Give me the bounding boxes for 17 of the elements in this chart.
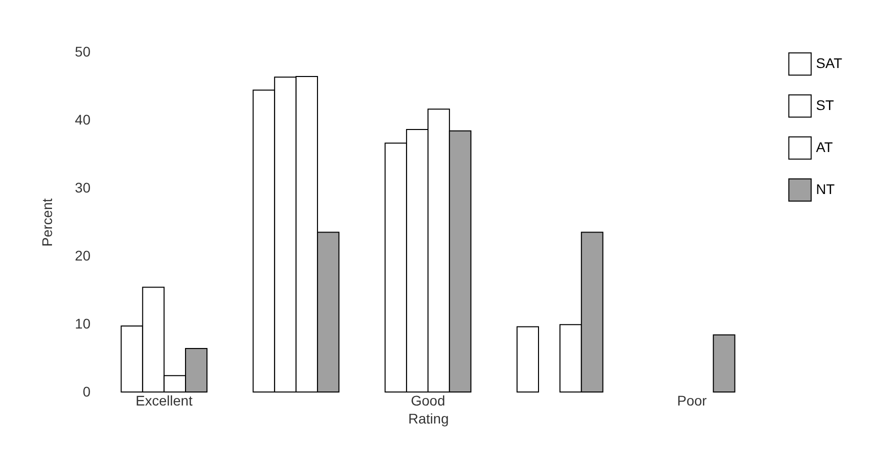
x-tick-label: Good <box>410 392 446 408</box>
legend-label: NT <box>816 181 836 197</box>
x-tick-label: Poor <box>677 392 708 408</box>
y-tick-label: 50 <box>74 44 91 60</box>
y-tick-label: 30 <box>74 180 91 196</box>
y-axis-title: Percent <box>38 198 55 247</box>
y-tick-label: 20 <box>74 248 91 264</box>
legend-label: SAT <box>816 55 843 71</box>
y-tick-label: 0 <box>82 384 91 400</box>
x-axis-title: Rating <box>408 410 449 426</box>
y-tick-label: 10 <box>74 316 91 332</box>
legend-label: ST <box>816 97 834 113</box>
x-tick-label: Excellent <box>136 392 193 408</box>
bar <box>516 326 540 392</box>
legend-label: AT <box>816 139 834 155</box>
bar <box>712 334 736 392</box>
y-tick-label: 40 <box>74 112 91 128</box>
